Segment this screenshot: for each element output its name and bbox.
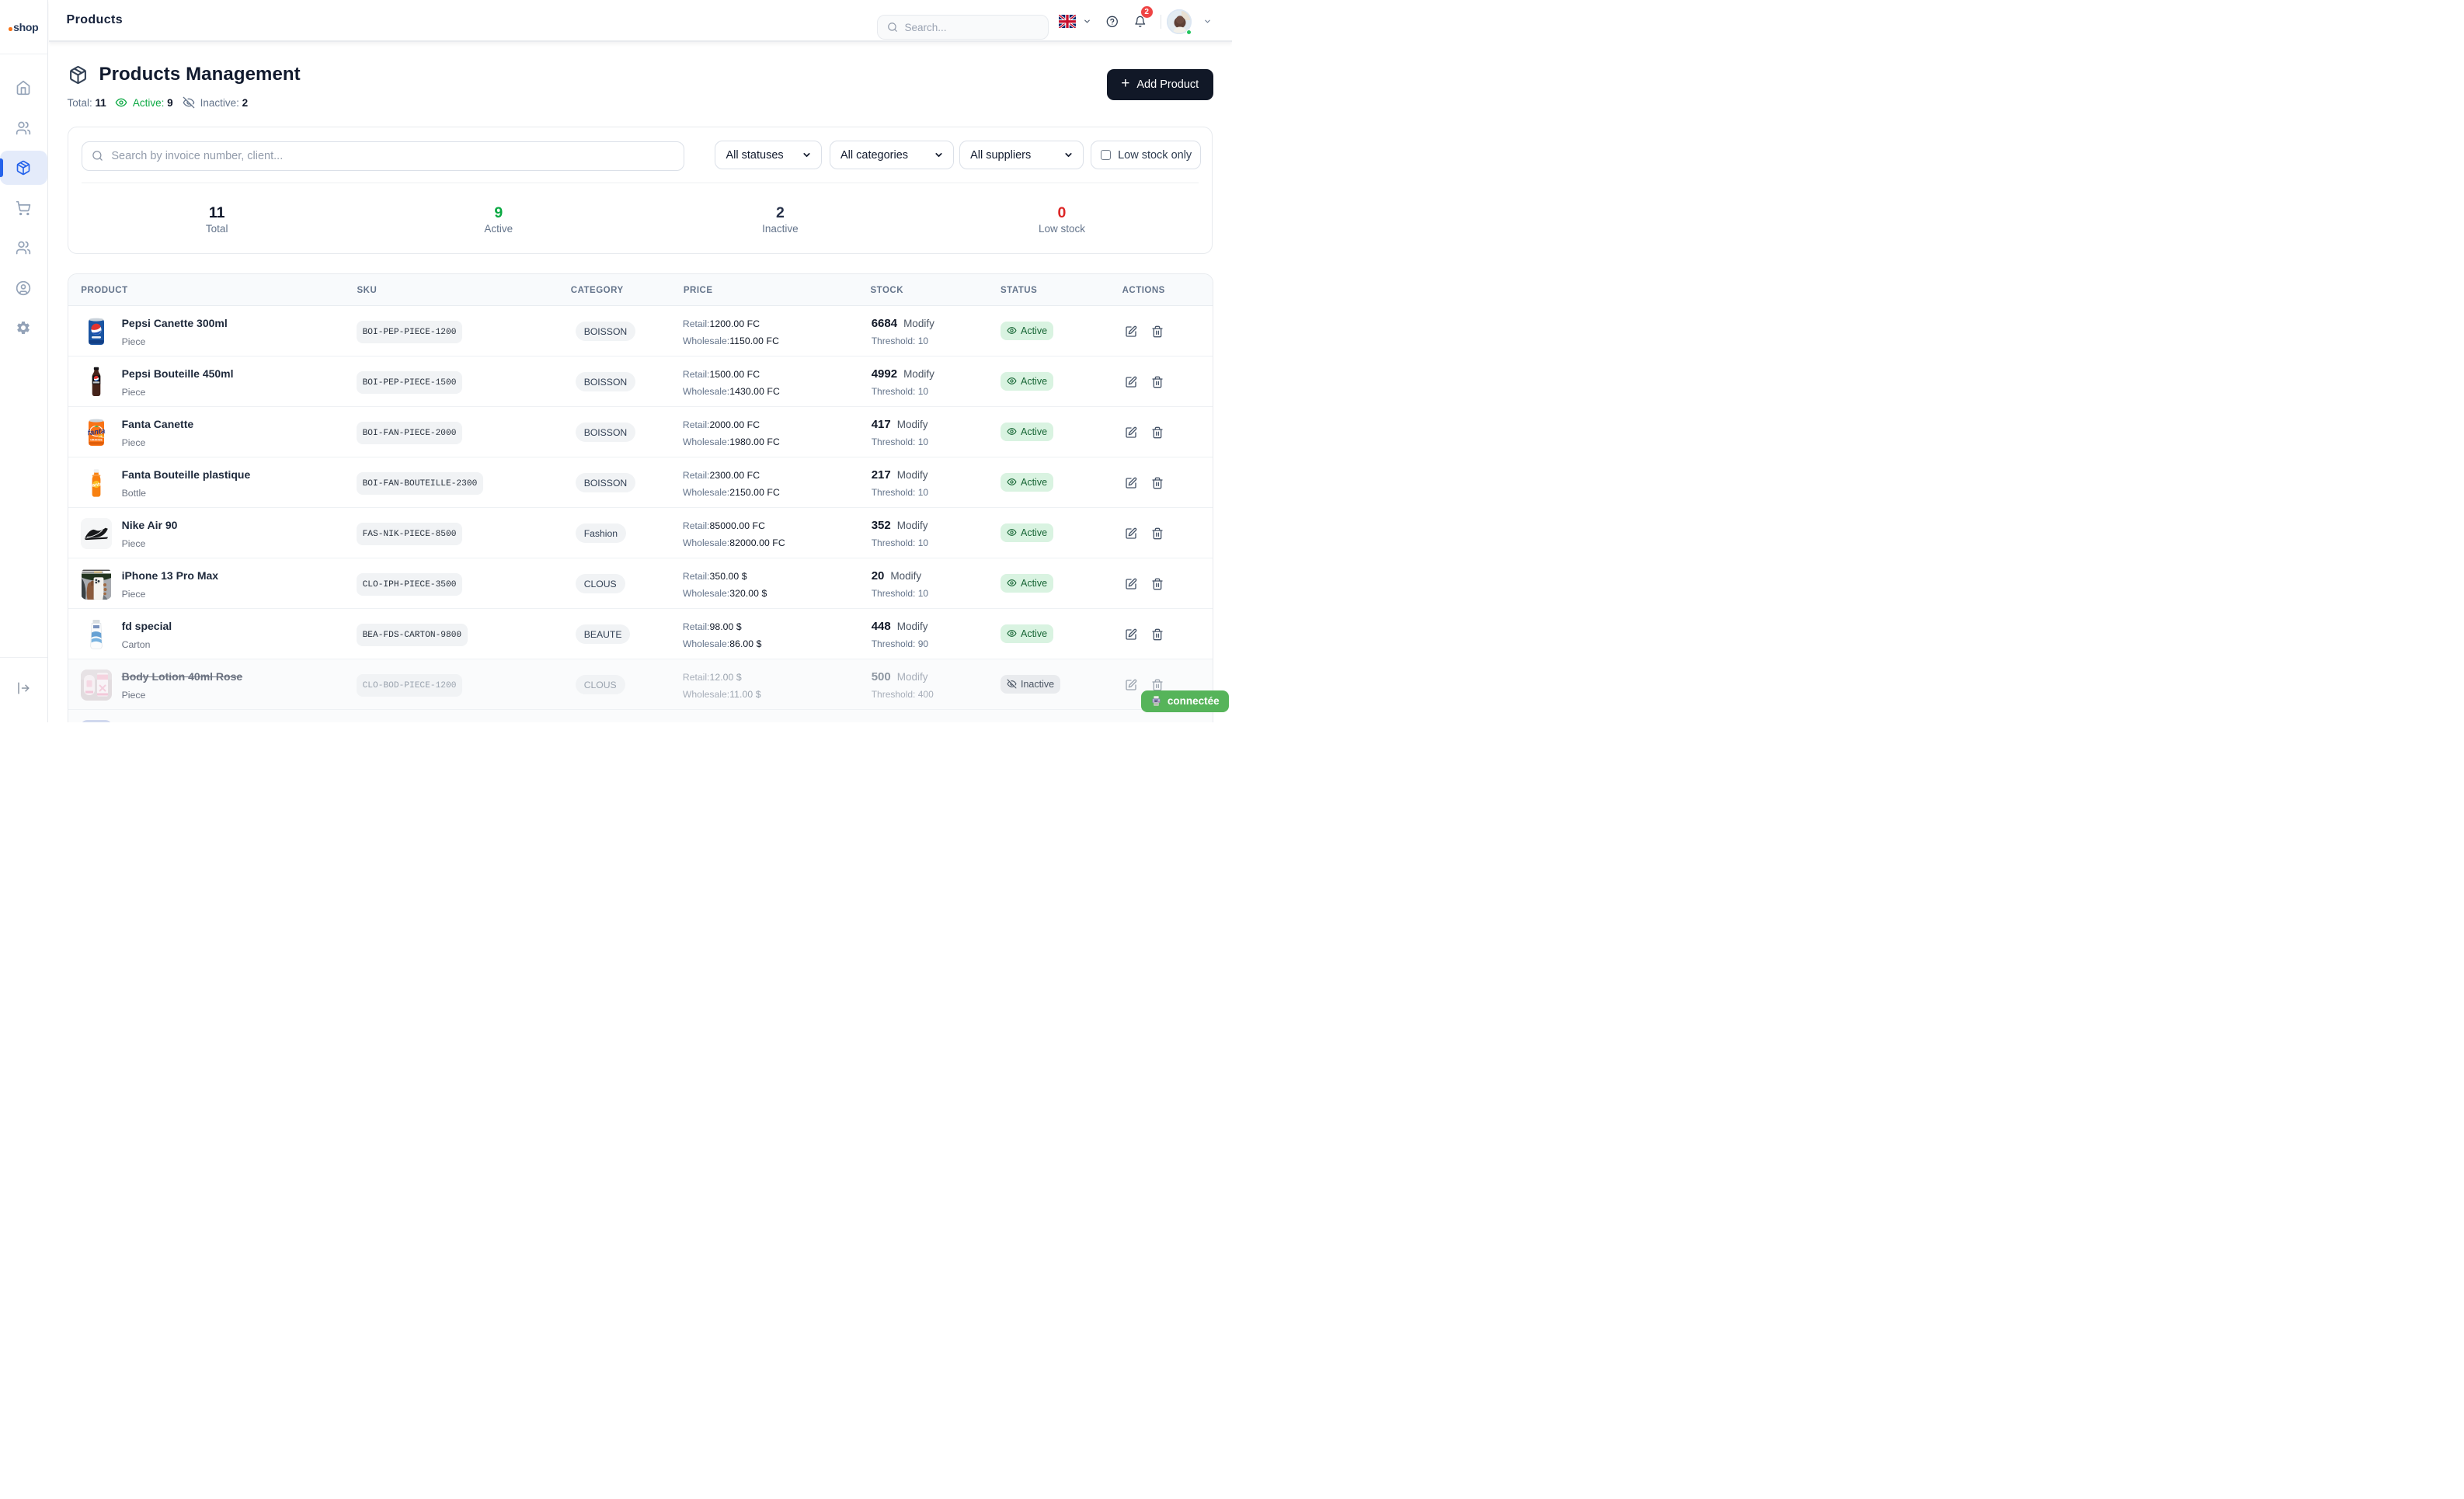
svg-text:fanta: fanta xyxy=(90,482,103,489)
svg-text:ORANGE: ORANGE xyxy=(90,438,103,441)
